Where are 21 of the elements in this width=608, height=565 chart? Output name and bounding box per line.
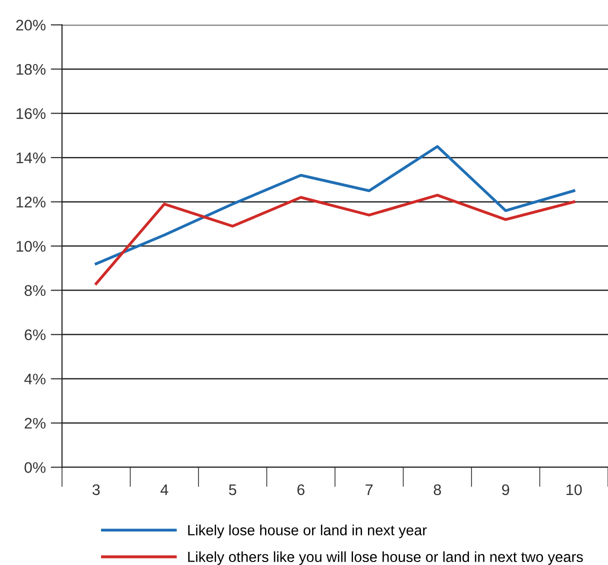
y-tick-label: 16% bbox=[16, 108, 46, 120]
x-tick-label: 5 bbox=[229, 484, 236, 496]
x-tick-label: 9 bbox=[502, 484, 510, 496]
y-tick-label: 6% bbox=[24, 329, 46, 340]
x-tick-label: 10 bbox=[566, 484, 582, 496]
legend-label: Likely lose house or land in next year bbox=[188, 524, 427, 538]
x-tick-label: 8 bbox=[434, 484, 441, 496]
y-tick-label: 4% bbox=[24, 374, 46, 384]
x-tick-label: 4 bbox=[160, 484, 168, 495]
y-tick-label: 20% bbox=[16, 20, 46, 31]
y-tick-label: 12% bbox=[16, 196, 46, 208]
x-tick-label: 7 bbox=[366, 484, 373, 495]
y-tick-label: 18% bbox=[16, 64, 46, 75]
x-tick-label: 6 bbox=[297, 484, 304, 496]
legend-label: Likely others like you will lose house or land in next two years bbox=[188, 551, 583, 565]
x-tick-label: 3 bbox=[92, 484, 100, 496]
y-tick-label: 10% bbox=[16, 240, 46, 252]
y-tick-label: 8% bbox=[24, 285, 46, 296]
y-tick-label: 0% bbox=[24, 462, 46, 473]
y-tick-label: 14% bbox=[16, 152, 46, 164]
y-tick-label: 2% bbox=[24, 418, 46, 429]
